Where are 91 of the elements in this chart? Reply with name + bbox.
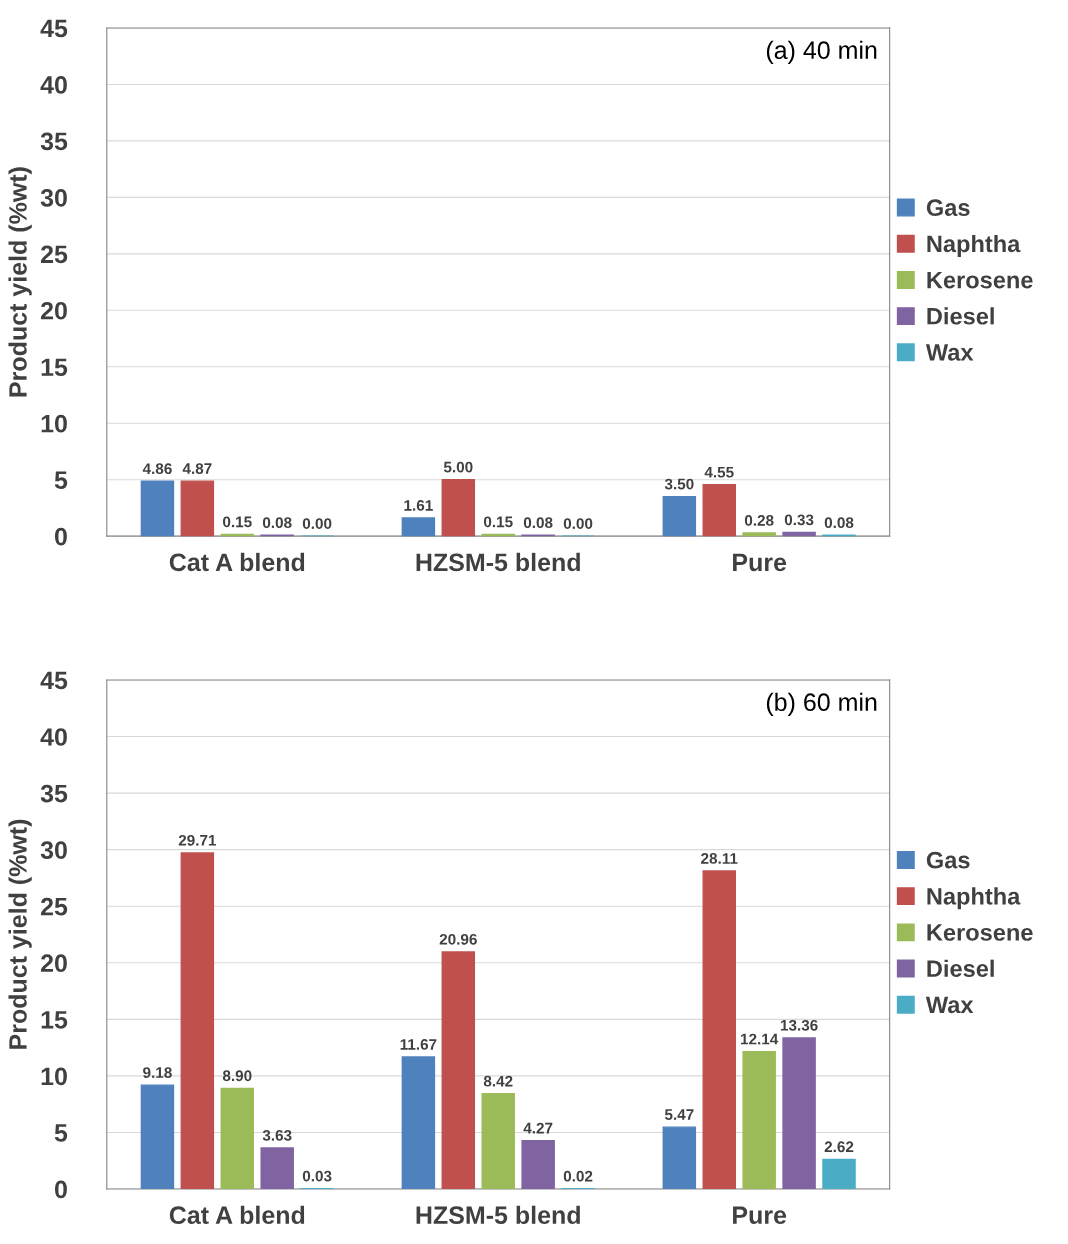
bar	[220, 1087, 255, 1190]
y-axis-title: Product yield (%wt)	[8, 819, 32, 1049]
bar	[140, 480, 175, 537]
legend-label: Gas	[926, 851, 970, 869]
y-tick-label: 5	[54, 471, 68, 489]
data-label: 3.63	[262, 1129, 292, 1141]
y-tick-label: 45	[40, 671, 68, 690]
data-label: 5.47	[664, 1109, 694, 1120]
bar	[662, 495, 697, 537]
bar	[782, 1037, 816, 1190]
data-label: 2.62	[824, 1141, 854, 1153]
data-label: 0.02	[563, 1170, 593, 1182]
data-label: 4.27	[523, 1122, 553, 1134]
data-label: 1.61	[404, 499, 433, 511]
y-tick-label: 10	[41, 414, 67, 433]
data-label: 8.90	[222, 1070, 252, 1082]
data-label: 28.11	[701, 853, 738, 864]
x-tick-label: Cat A blend	[169, 552, 305, 572]
y-tick-label: 40	[40, 76, 67, 94]
legend-label: Kerosene	[927, 271, 1033, 289]
data-label: 12.14	[741, 1033, 779, 1045]
y-tick-label: 0	[55, 527, 67, 546]
y-tick-label: 5	[54, 1124, 68, 1142]
x-tick-label: HZSM-5 blend	[416, 552, 580, 572]
y-tick-label: 25	[40, 897, 68, 916]
bar	[260, 1147, 294, 1190]
x-tick-label: HZSM-5 blend	[416, 1205, 580, 1225]
annotation: (b) 60 min	[766, 692, 877, 716]
data-label: 0.15	[483, 516, 513, 528]
bar	[702, 484, 736, 537]
data-label: 29.71	[178, 834, 217, 846]
data-label: 11.67	[400, 1039, 437, 1050]
y-tick-label: 30	[40, 188, 67, 207]
data-label: 0.15	[223, 516, 252, 528]
data-label: 0.28	[744, 515, 774, 526]
bar	[140, 1084, 175, 1190]
bar	[401, 1056, 436, 1190]
y-tick-label: 10	[41, 1067, 67, 1086]
bar	[180, 852, 215, 1190]
data-label: 0.08	[262, 517, 292, 529]
bar	[441, 479, 476, 537]
data-label: 4.87	[182, 463, 212, 474]
y-tick-label: 20	[40, 954, 67, 973]
y-tick-label: 25	[40, 245, 68, 264]
y-tick-label: 35	[40, 132, 68, 151]
annotation: (a) 40 min	[766, 40, 877, 64]
data-label: 4.55	[704, 466, 734, 478]
bar	[782, 531, 816, 537]
bar	[180, 480, 215, 537]
data-label: 0.00	[563, 518, 593, 529]
bar	[521, 1140, 555, 1190]
legend-label: Diesel	[927, 307, 994, 325]
x-tick-label: Pure	[733, 1206, 787, 1225]
data-label: 8.42	[483, 1075, 513, 1087]
data-label: 0.00	[302, 518, 332, 529]
legend-label: Naphtha	[927, 234, 1021, 257]
data-label: 4.86	[142, 463, 172, 475]
legend-label: Gas	[926, 199, 970, 217]
legend-label: Naphtha	[927, 887, 1021, 910]
data-label: 9.18	[143, 1067, 172, 1078]
bar	[481, 1093, 515, 1190]
y-tick-label: 20	[40, 301, 67, 320]
bar	[822, 1158, 856, 1190]
bar	[702, 870, 736, 1190]
legend-label: Kerosene	[927, 924, 1033, 941]
x-tick-label: Cat A blend	[169, 1205, 305, 1225]
y-axis-title: Product yield (%wt)	[8, 167, 32, 397]
legend-label: Diesel	[927, 959, 994, 978]
data-label: 3.50	[664, 478, 694, 490]
y-tick-label: 0	[55, 1180, 67, 1199]
y-tick-label: 15	[41, 1011, 68, 1029]
data-label: 0.08	[523, 517, 553, 529]
y-tick-label: 15	[41, 358, 68, 377]
data-label: 20.96	[439, 933, 477, 945]
data-label: 13.36	[780, 1019, 818, 1031]
legend-label: Wax	[925, 996, 974, 1014]
bar	[441, 951, 476, 1190]
y-tick-label: 30	[40, 841, 67, 859]
bar	[742, 532, 776, 537]
y-tick-label: 45	[40, 19, 68, 38]
bar	[662, 1126, 697, 1190]
legend-label: Wax	[925, 344, 974, 361]
bar	[401, 517, 436, 537]
data-label: 0.03	[302, 1170, 332, 1182]
x-tick-label: Pure	[733, 553, 787, 572]
y-tick-label: 35	[40, 784, 68, 803]
data-label: 0.08	[824, 517, 854, 529]
y-tick-label: 40	[40, 728, 67, 746]
bar	[742, 1050, 776, 1190]
data-label: 0.33	[784, 514, 814, 526]
data-label: 5.00	[443, 461, 473, 473]
